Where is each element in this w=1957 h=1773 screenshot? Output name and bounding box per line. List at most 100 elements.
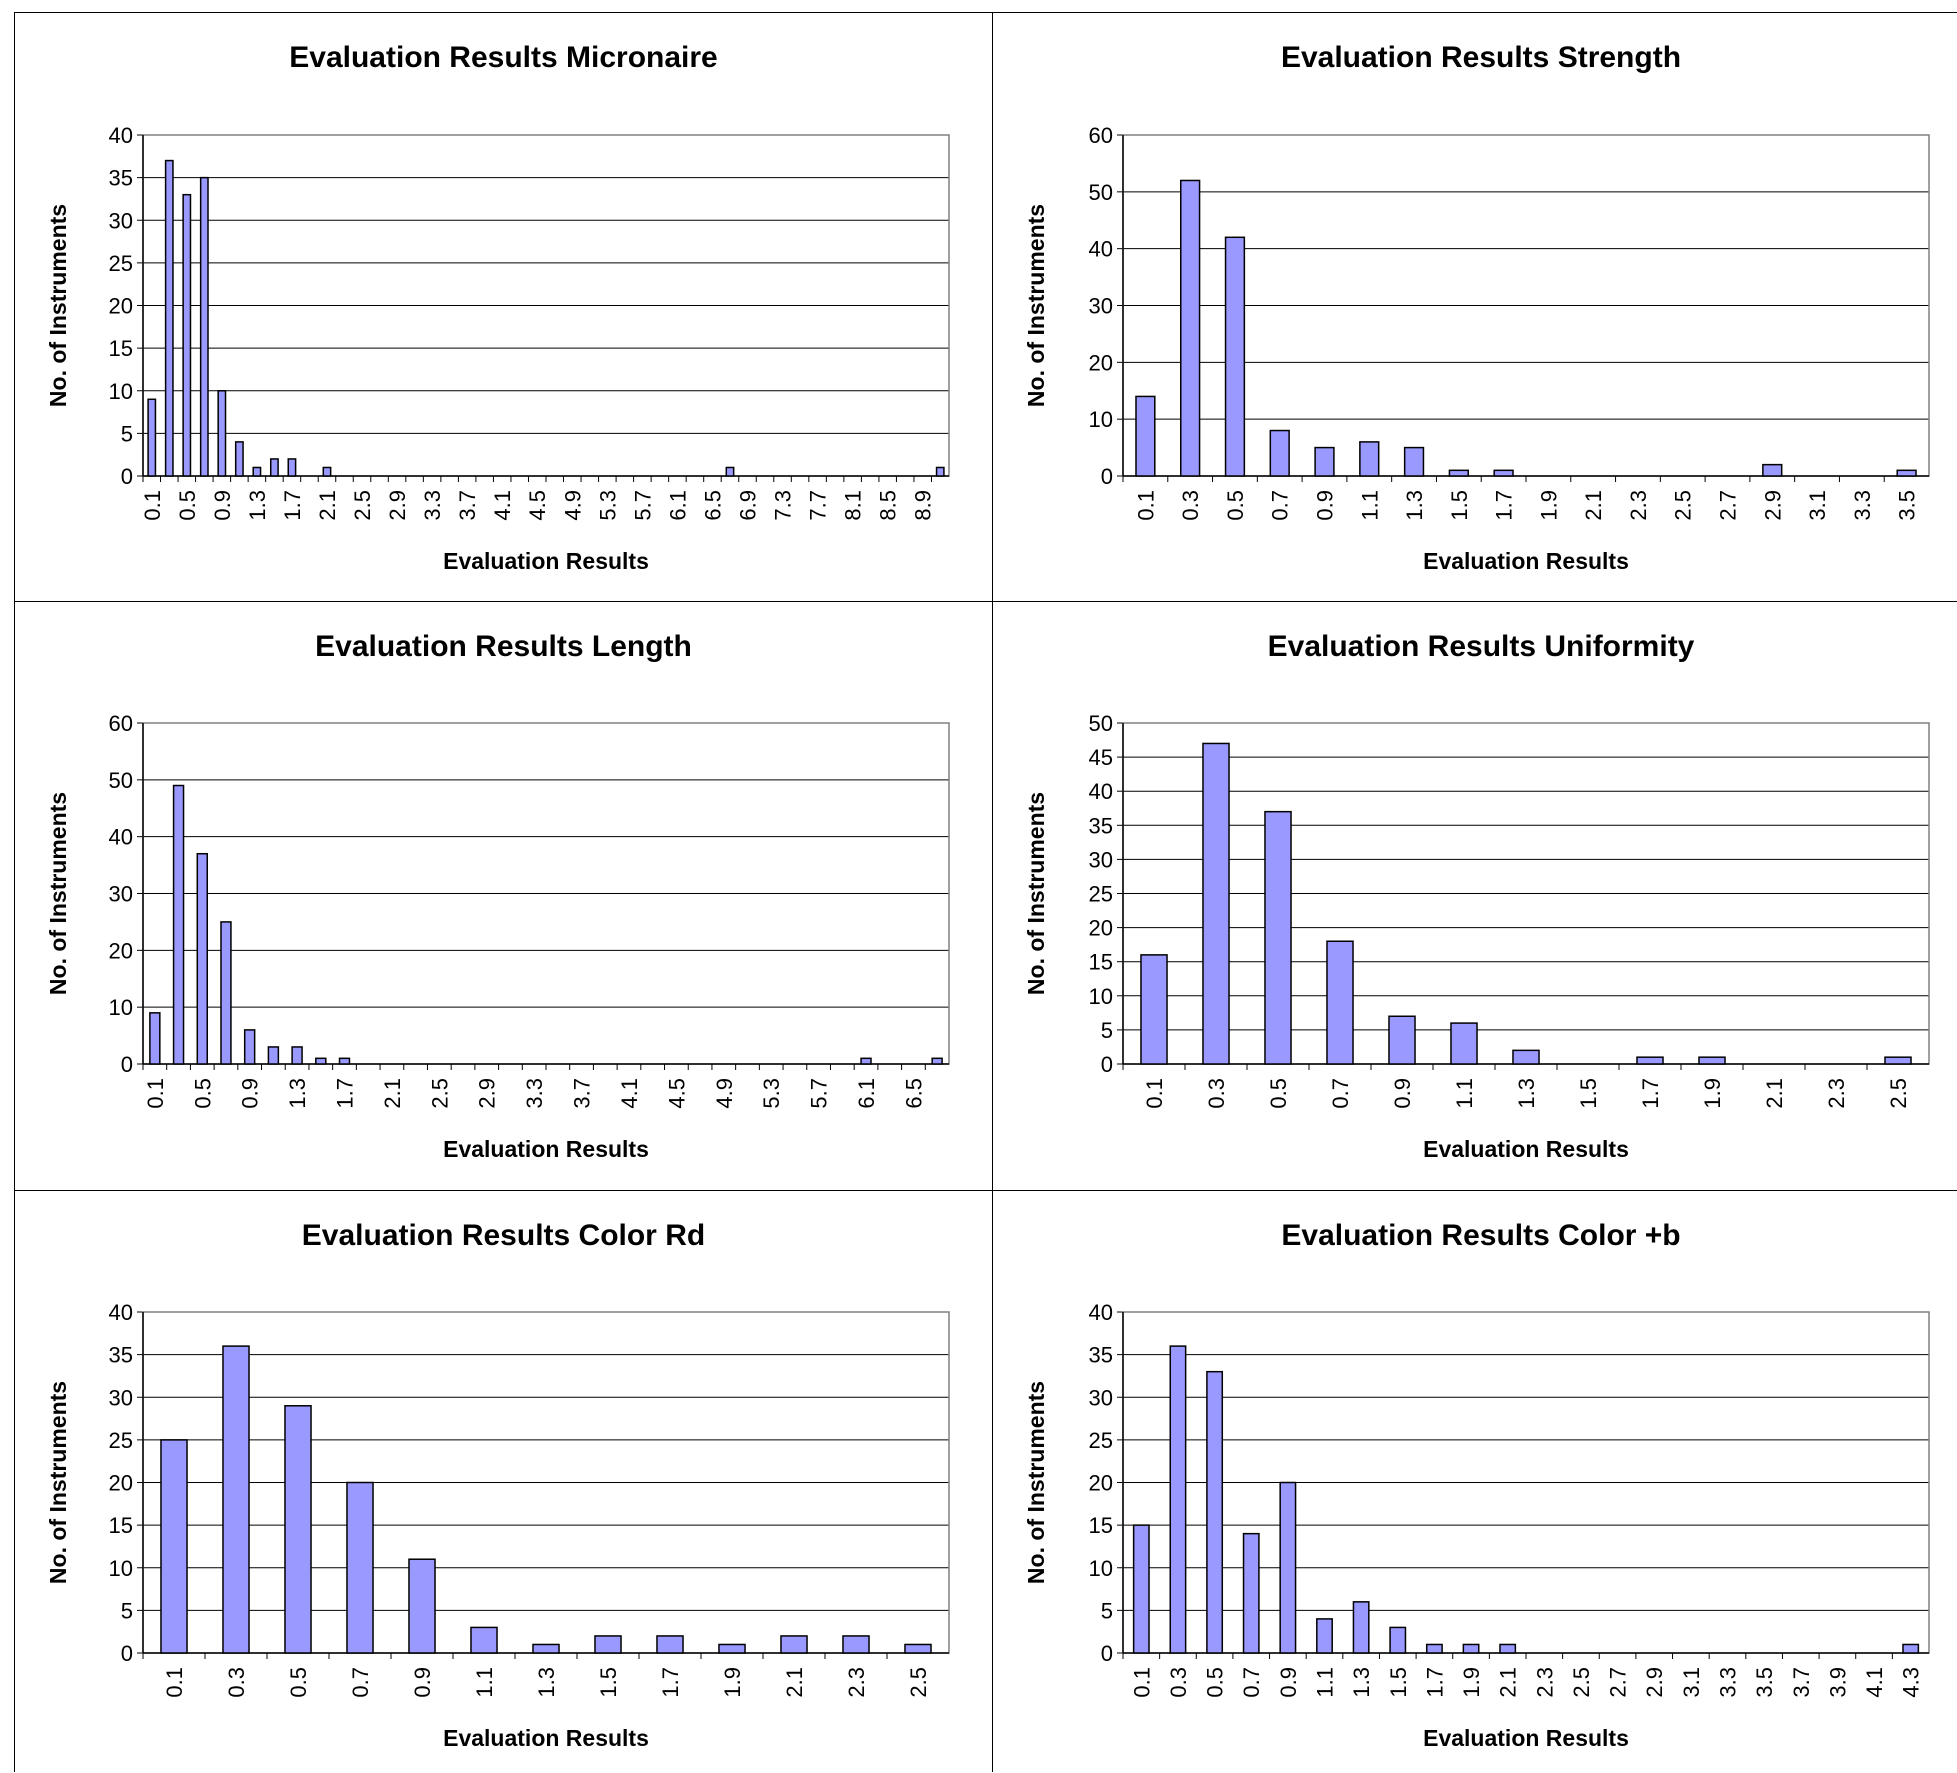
x-tick-label: 2.9 [475,1078,500,1109]
bar [718,1643,746,1654]
x-tick-label: 1.9 [1459,1667,1484,1698]
bar [149,1012,161,1065]
x-tick-label: 4.1 [1862,1667,1887,1698]
x-tick-label: 3.7 [455,490,480,521]
x-tick-label: 4.9 [560,490,585,521]
y-tick-label: 5 [1101,1598,1113,1623]
x-tick-label: 0.5 [1203,1667,1228,1698]
chart-svg: 0 5 10 15 20 25 30 35 40 0.1 0.3 0.5 0.7 0.9 1.1 1.3 1.5… [45,1300,950,1751]
bar [269,458,279,477]
x-tick-label: 0.9 [410,1667,435,1698]
y-tick-label: 60 [109,711,133,736]
y-tick-label: 40 [1089,237,1113,262]
x-tick-label: 3.3 [420,490,445,521]
x-tick-label: 0.3 [224,1667,249,1698]
y-tick-label: 20 [109,294,133,319]
x-tick-label: 5.3 [759,1078,784,1109]
x-tick-label: 0.3 [1166,1667,1191,1698]
y-tick-label: 10 [109,995,133,1020]
bar [1314,446,1335,477]
y-tick-label: 45 [1089,745,1113,770]
x-tick-label: 1.7 [280,490,305,521]
y-tick-label: 30 [109,1385,133,1410]
x-tick-label: 1.3 [1349,1667,1374,1698]
bar [842,1635,870,1654]
bar [1242,1532,1260,1654]
x-tick-label: 2.3 [844,1667,869,1698]
bar [222,1345,250,1654]
x-tick-label: 4.1 [617,1078,642,1109]
y-tick-label: 5 [121,421,133,446]
y-tick-label: 20 [1089,916,1113,941]
bar [532,1643,560,1654]
x-tick-label: 1.3 [534,1667,559,1698]
x-tick-label: 0.9 [210,490,235,521]
chart-svg: 0 5 10 15 20 25 30 35 40 0.1 0.5 0.9 1.3 1.7 2.1 2.5 2.9… [45,123,950,574]
x-tick-label: 0.1 [140,490,165,521]
bar [234,441,244,477]
bar [1269,429,1290,477]
x-tick-label: 4.1 [490,490,515,521]
x-tick-label: 1.9 [1536,490,1561,521]
x-tick-label: 4.9 [712,1078,737,1109]
bar [252,466,262,477]
x-tick-label: 2.5 [427,1078,452,1109]
y-tick-label: 25 [109,251,133,276]
x-tick-label: 0.3 [1204,1078,1229,1109]
bar [1169,1345,1187,1654]
bar [315,1057,327,1065]
y-tick-label: 50 [1089,711,1113,736]
chart-title: Evaluation Results Strength [1280,41,1682,74]
y-tick-label: 15 [109,336,133,361]
bar [160,1439,188,1654]
x-tick-label: 1.5 [1447,490,1472,521]
bar [1450,1022,1478,1065]
x-tick-label: 1.7 [1422,1667,1447,1698]
bar [287,458,297,477]
x-tick-label: 3.1 [1805,490,1830,521]
y-tick-label: 0 [1101,1641,1113,1666]
bar [172,784,185,1065]
bar [1698,1056,1726,1065]
chart-svg: 0 10 20 30 40 50 60 0.1 0.3 0.5 0.7 0.9 1.1 1.3 1.5 1.7… [1023,123,1930,574]
y-tick-label: 30 [109,208,133,233]
y-tick-label: 0 [1101,464,1113,489]
x-tick-label: 0.9 [1276,1667,1301,1698]
x-tick-label: 4.5 [525,490,550,521]
chart-title: Evaluation Results Length [315,630,692,663]
x-tick-label: 2.5 [1569,1667,1594,1698]
bar [1206,1370,1224,1654]
x-tick-label: 1.7 [1492,490,1517,521]
x-tick-label: 3.9 [1825,1667,1850,1698]
bar [164,159,174,477]
bar [1884,1056,1912,1065]
x-tick-label: 2.5 [350,490,375,521]
x-tick-label: 3.5 [1752,1667,1777,1698]
x-axis-label: Evaluation Results [443,548,649,574]
x-tick-label: 0.5 [1266,1078,1291,1109]
x-tick-label: 1.9 [720,1667,745,1698]
bar [243,1029,256,1065]
x-tick-label: 1.7 [1638,1078,1663,1109]
y-tick-label: 35 [1089,1343,1113,1368]
bar [1403,446,1425,477]
y-tick-label: 60 [1089,123,1113,148]
x-tick-label: 1.1 [1313,1667,1338,1698]
x-tick-label: 7.3 [771,490,796,521]
color-rd-chart-panel: Evaluation Results Color Rd 0 5 10 15 20 25 30… [14,1190,992,1772]
y-tick-label: 5 [1101,1018,1113,1043]
chart-title: Evaluation Results Color Rd [301,1219,706,1252]
y-tick-label: 35 [1089,813,1113,838]
y-tick-label: 15 [1089,1513,1113,1538]
x-tick-label: 5.3 [595,490,620,521]
x-tick-label: 0.1 [1142,1078,1167,1109]
x-tick-label: 0.5 [190,1078,215,1109]
y-tick-label: 30 [1089,294,1113,319]
x-tick-label: 1.5 [1576,1078,1601,1109]
bar [656,1635,684,1654]
x-tick-label: 2.1 [1762,1078,1787,1109]
y-tick-label: 20 [1089,350,1113,375]
x-tick-label: 1.7 [333,1078,358,1109]
x-tick-label: 2.9 [385,490,410,521]
uniformity-chart-panel: Evaluation Results Uniformity 0 5 10 15 20 25… [992,601,1957,1190]
